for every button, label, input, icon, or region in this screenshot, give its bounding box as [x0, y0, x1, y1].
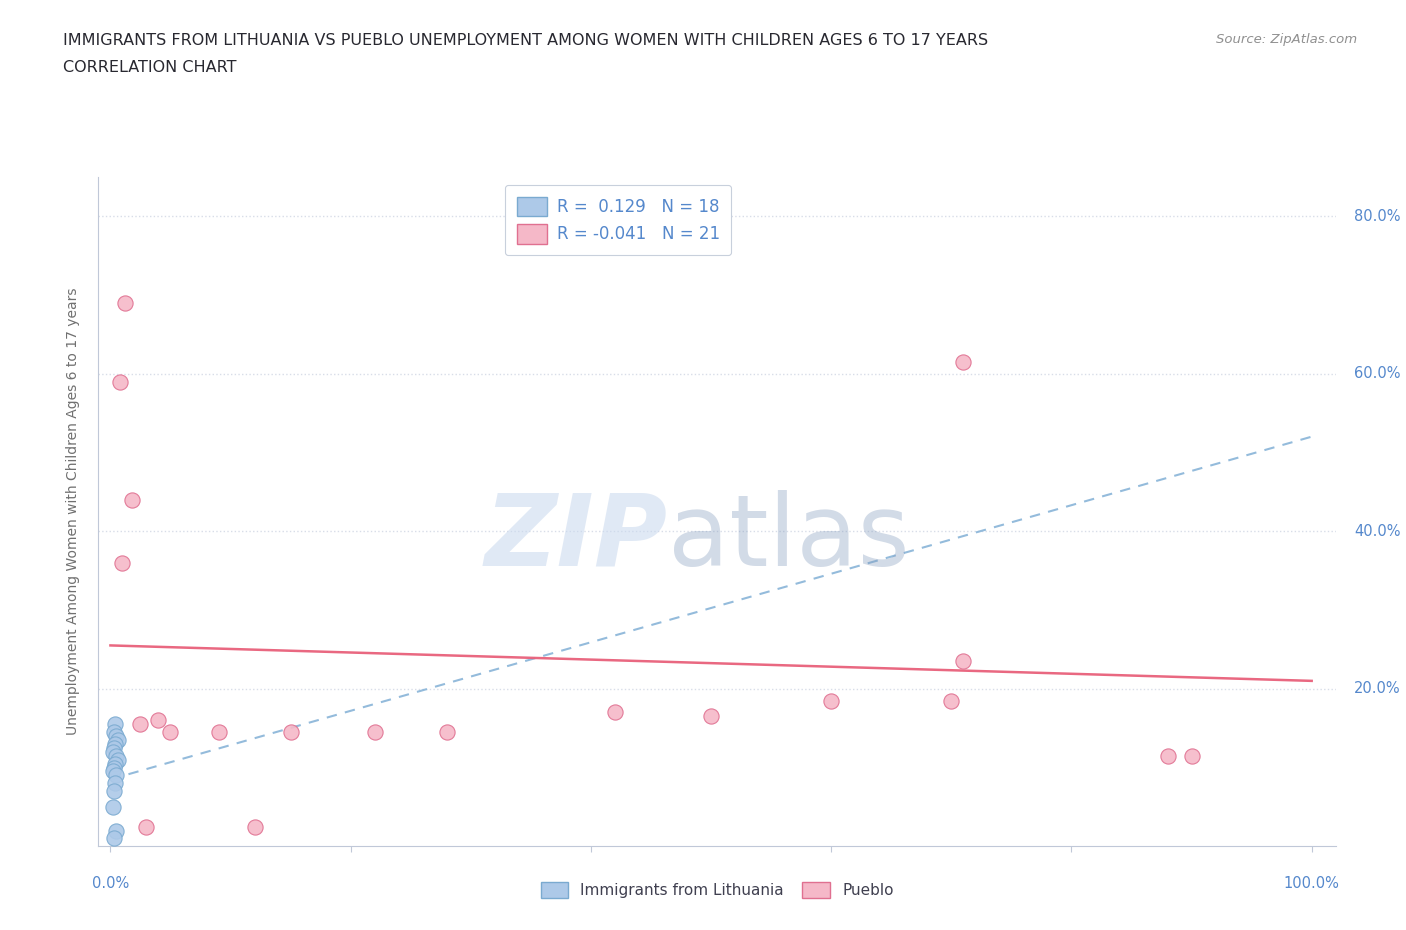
- Y-axis label: Unemployment Among Women with Children Ages 6 to 17 years: Unemployment Among Women with Children A…: [66, 287, 80, 736]
- Point: [103, 740, 125, 755]
- Point: [700, 709, 723, 724]
- Text: 60.0%: 60.0%: [1354, 366, 1400, 381]
- Text: CORRELATION CHART: CORRELATION CHART: [63, 60, 236, 75]
- Point: [603, 705, 626, 720]
- Point: [111, 555, 134, 570]
- Text: IMMIGRANTS FROM LITHUANIA VS PUEBLO UNEMPLOYMENT AMONG WOMEN WITH CHILDREN AGES : IMMIGRANTS FROM LITHUANIA VS PUEBLO UNEM…: [63, 33, 988, 47]
- Point: [104, 756, 127, 771]
- Point: [103, 784, 125, 799]
- Point: [243, 819, 266, 834]
- Point: [104, 776, 127, 790]
- Point: [364, 724, 387, 739]
- Text: 100.0%: 100.0%: [1284, 876, 1340, 892]
- Point: [104, 737, 127, 751]
- Point: [207, 724, 229, 739]
- Point: [121, 492, 143, 507]
- Point: [107, 752, 129, 767]
- Point: [1180, 749, 1202, 764]
- Text: 0.0%: 0.0%: [91, 876, 129, 892]
- Text: Source: ZipAtlas.com: Source: ZipAtlas.com: [1216, 33, 1357, 46]
- Point: [101, 764, 124, 779]
- Point: [107, 733, 129, 748]
- Point: [280, 724, 302, 739]
- Point: [103, 831, 125, 846]
- Point: [101, 744, 124, 759]
- Point: [159, 724, 181, 739]
- Point: [105, 768, 128, 783]
- Point: [941, 693, 963, 708]
- Point: [101, 800, 124, 815]
- Text: 20.0%: 20.0%: [1354, 682, 1400, 697]
- Point: [103, 760, 125, 775]
- Text: 40.0%: 40.0%: [1354, 524, 1400, 538]
- Point: [952, 354, 974, 369]
- Point: [436, 724, 458, 739]
- Point: [105, 728, 128, 743]
- Text: 80.0%: 80.0%: [1354, 208, 1400, 223]
- Point: [105, 823, 128, 838]
- Point: [135, 819, 157, 834]
- Point: [952, 654, 974, 669]
- Point: [129, 717, 152, 732]
- Point: [1156, 749, 1178, 764]
- Text: atlas: atlas: [668, 490, 910, 587]
- Point: [114, 296, 136, 311]
- Point: [104, 717, 127, 732]
- Point: [820, 693, 842, 708]
- Point: [148, 712, 170, 727]
- Point: [105, 749, 128, 764]
- Point: [103, 724, 125, 739]
- Legend: Immigrants from Lithuania, Pueblo: Immigrants from Lithuania, Pueblo: [533, 874, 901, 906]
- Text: ZIP: ZIP: [485, 490, 668, 587]
- Point: [108, 374, 131, 389]
